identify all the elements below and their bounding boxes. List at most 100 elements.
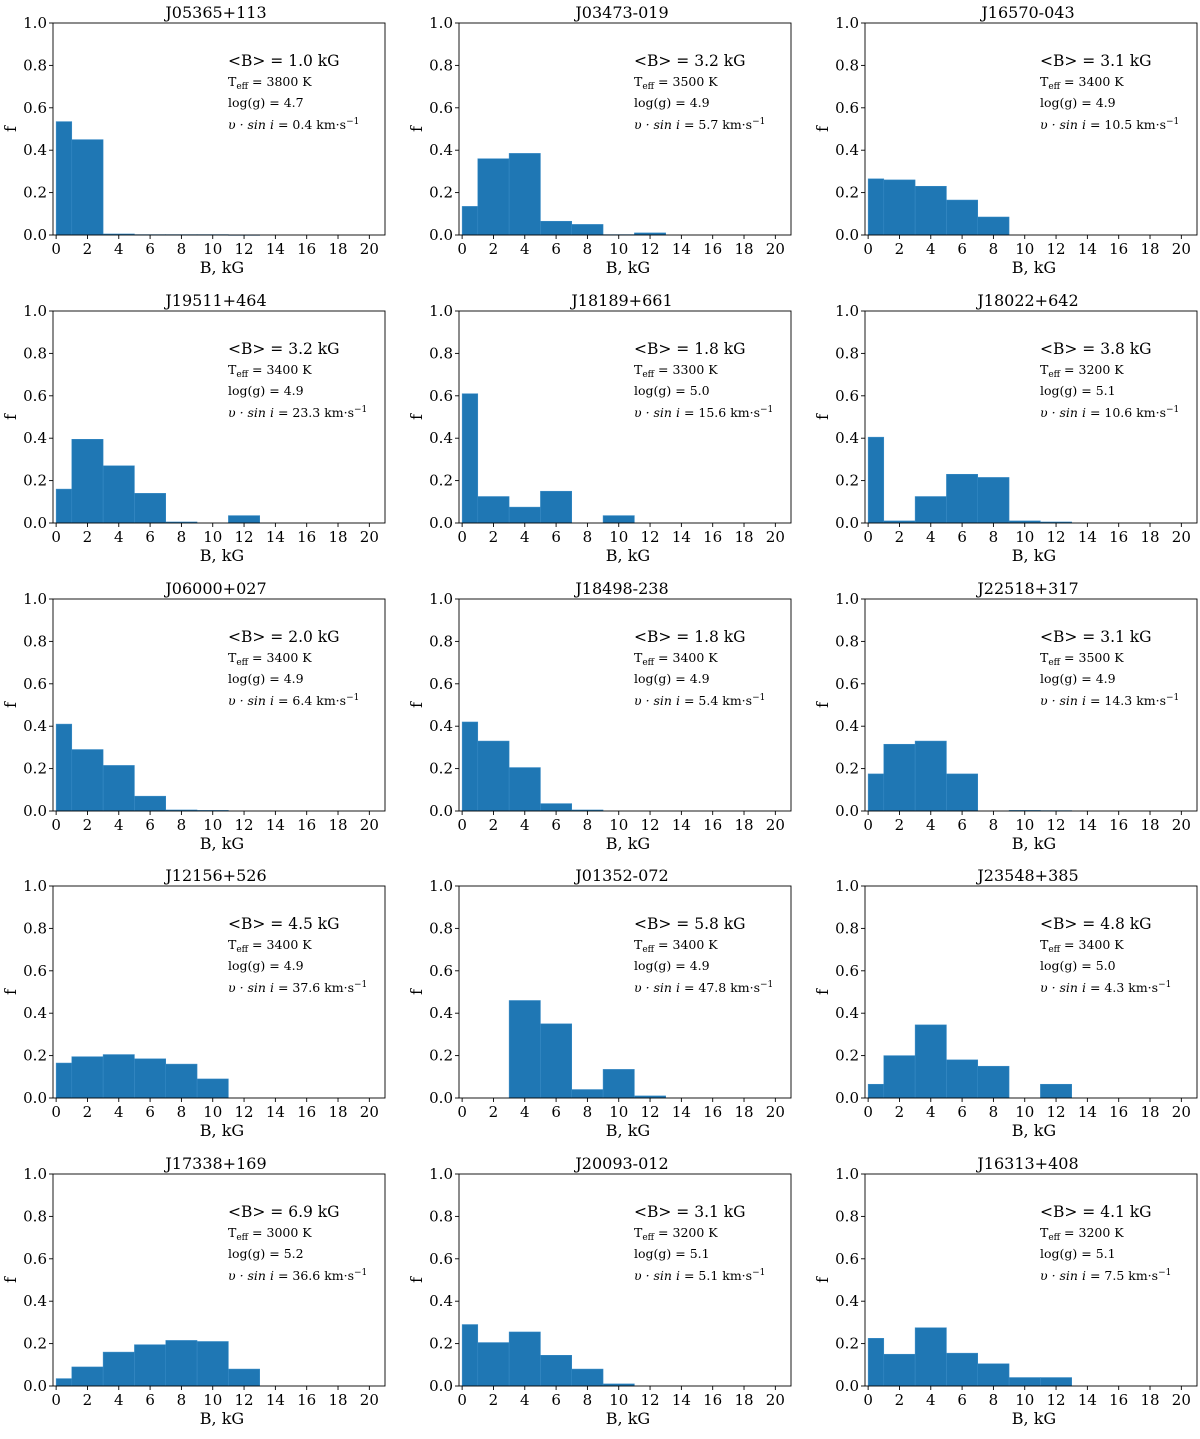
histogram-bar	[508, 1000, 541, 1099]
histogram-svg: 0 2 4 6 8 10 12 14 16 18 20 0.0 0.2 0.4 0.6 0.8 1.0 J1733…	[1, 1154, 386, 1428]
x-tick-label: 12	[235, 816, 254, 834]
x-axis-label: B, kG	[1012, 834, 1056, 853]
y-tick-label: 1.0	[23, 302, 47, 320]
teff-annotation: Teff = 3200 K	[1040, 362, 1124, 380]
x-tick-label: 2	[489, 1391, 499, 1409]
y-tick-label: 0.8	[835, 56, 859, 74]
y-tick-label: 0.0	[429, 226, 453, 244]
histogram-bar	[540, 1355, 573, 1387]
y-axis-label: f	[407, 1276, 426, 1283]
x-tick-label: 4	[520, 816, 530, 834]
x-tick-label: 0	[457, 240, 467, 258]
x-tick-label: 14	[672, 1391, 691, 1409]
x-tick-label: 14	[1078, 240, 1097, 258]
histogram-bar	[71, 1366, 104, 1387]
y-tick-label: 0.6	[835, 675, 859, 693]
axes-frame	[458, 310, 792, 524]
histogram-bar	[571, 1368, 604, 1387]
y-tick-label: 0.4	[23, 1292, 47, 1310]
axes-frame	[458, 22, 792, 236]
y-tick-label: 0.0	[429, 1089, 453, 1107]
histogram-svg: 0 2 4 6 8 10 12 14 16 18 20 0.0 0.2 0.4 0.6 0.8 1.0 J1802…	[813, 291, 1198, 565]
histogram-svg: 0 2 4 6 8 10 12 14 16 18 20 0.0 0.2 0.4 0.6 0.8 1.0 J1951…	[1, 291, 386, 565]
x-tick-label: 2	[489, 528, 499, 546]
y-tick-label: 0.4	[835, 1004, 859, 1022]
mean-field-annotation: <B> = 4.5 kG	[228, 915, 340, 933]
histogram-bar	[883, 1055, 916, 1099]
x-tick-label: 10	[203, 240, 222, 258]
y-tick-label: 0.2	[23, 1335, 47, 1353]
x-tick-label: 16	[1109, 1391, 1128, 1409]
histogram-bar	[461, 393, 479, 524]
x-tick-label: 6	[957, 528, 967, 546]
y-tick-label: 0.6	[429, 1250, 453, 1268]
y-tick-label: 1.0	[429, 14, 453, 32]
mean-field-annotation: <B> = 3.1 kG	[1040, 52, 1152, 70]
logg-annotation: log(g) = 4.9	[634, 958, 710, 973]
histogram-bar	[867, 436, 885, 524]
x-tick-label: 10	[1015, 240, 1034, 258]
x-tick-label: 10	[203, 1391, 222, 1409]
x-tick-label: 14	[266, 240, 285, 258]
x-tick-label: 20	[1172, 1391, 1191, 1409]
y-tick-label: 0.0	[429, 802, 453, 820]
histogram-bar	[946, 1059, 979, 1099]
x-axis-label: B, kG	[606, 1409, 650, 1428]
x-tick-label: 10	[1015, 1103, 1034, 1121]
y-axis-label: f	[1, 125, 20, 132]
x-tick-label: 20	[766, 240, 785, 258]
x-axis-label: B, kG	[200, 546, 244, 565]
histogram-panel: 0 2 4 6 8 10 12 14 16 18 20 0.0 0.2 0.4 0.6 0.8 1.0 J0536…	[0, 0, 400, 288]
histogram-bar	[1008, 1377, 1041, 1387]
histogram-bar	[914, 185, 947, 236]
y-tick-label: 0.8	[429, 344, 453, 362]
x-tick-label: 10	[203, 1103, 222, 1121]
histogram-panel: 0 2 4 6 8 10 12 14 16 18 20 0.0 0.2 0.4 0.6 0.8 1.0 J1733…	[0, 1151, 400, 1439]
x-tick-label: 20	[1172, 528, 1191, 546]
histogram-svg: 0 2 4 6 8 10 12 14 16 18 20 0.0 0.2 0.4 0.6 0.8 1.0 J1849…	[407, 579, 792, 853]
teff-annotation: Teff = 3200 K	[1040, 1225, 1124, 1243]
histogram-panel: 0 2 4 6 8 10 12 14 16 18 20 0.0 0.2 0.4 0.6 0.8 1.0 J1802…	[812, 288, 1200, 576]
x-tick-label: 0	[51, 816, 61, 834]
y-tick-label: 0.4	[23, 141, 47, 159]
histogram-panel: 0 2 4 6 8 10 12 14 16 18 20 0.0 0.2 0.4 0.6 0.8 1.0 J1631…	[812, 1151, 1200, 1439]
histogram-bar	[914, 1024, 947, 1099]
y-tick-label: 0.0	[835, 802, 859, 820]
histogram-bar	[914, 496, 947, 524]
y-tick-label: 0.2	[23, 1047, 47, 1065]
y-tick-label: 0.8	[835, 1207, 859, 1225]
x-tick-label: 4	[520, 528, 530, 546]
y-tick-label: 0.8	[835, 344, 859, 362]
y-tick-label: 0.8	[23, 1207, 47, 1225]
axes-frame	[864, 598, 1198, 812]
x-axis-label: B, kG	[200, 1121, 244, 1140]
mean-field-annotation: <B> = 5.8 kG	[634, 915, 746, 933]
x-tick-label: 16	[297, 816, 316, 834]
histogram-bar	[55, 1378, 73, 1387]
logg-annotation: log(g) = 4.9	[228, 671, 304, 686]
chart-title: J12156+526	[163, 866, 266, 885]
x-tick-label: 8	[583, 1391, 593, 1409]
y-tick-label: 0.4	[23, 717, 47, 735]
x-tick-label: 14	[1078, 1103, 1097, 1121]
y-tick-label: 0.0	[429, 1377, 453, 1395]
y-axis-label: f	[407, 701, 426, 708]
logg-annotation: log(g) = 4.9	[228, 958, 304, 973]
x-tick-label: 12	[235, 1103, 254, 1121]
mean-field-annotation: <B> = 3.1 kG	[634, 1203, 746, 1221]
x-tick-label: 6	[145, 816, 155, 834]
histogram-bar	[71, 439, 104, 524]
x-tick-label: 12	[1047, 528, 1066, 546]
vsini-annotation: υ · sin i = 15.6 km·s−1	[634, 405, 773, 420]
vsini-annotation: υ · sin i = 4.3 km·s−1	[1040, 980, 1171, 995]
y-tick-label: 0.6	[429, 99, 453, 117]
x-tick-label: 0	[457, 528, 467, 546]
y-tick-label: 0.6	[835, 962, 859, 980]
histogram-bar	[134, 1344, 167, 1387]
x-tick-label: 12	[1047, 1103, 1066, 1121]
y-tick-label: 1.0	[429, 877, 453, 895]
x-tick-label: 10	[609, 240, 628, 258]
logg-annotation: log(g) = 5.1	[1040, 1246, 1116, 1261]
x-tick-label: 18	[1140, 240, 1159, 258]
histogram-bar	[540, 803, 573, 812]
